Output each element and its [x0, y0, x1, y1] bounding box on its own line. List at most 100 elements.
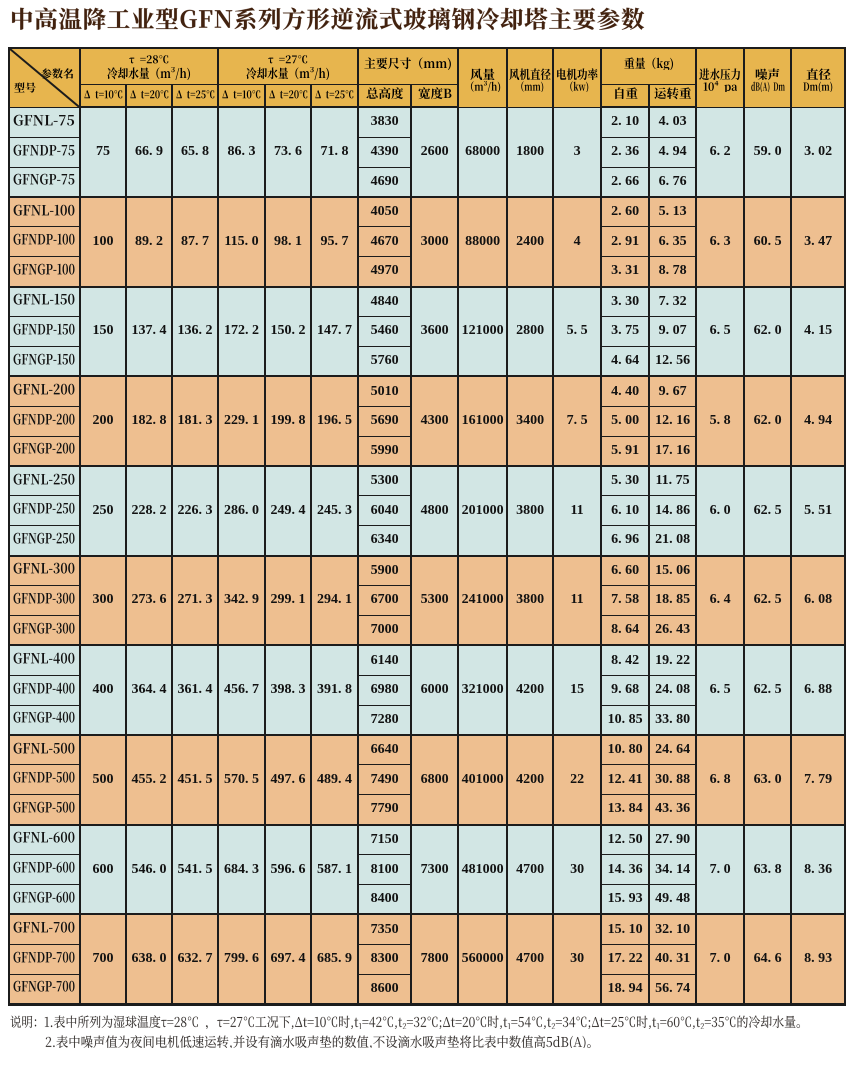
flow27-cell: 799. 6: [217, 913, 267, 1005]
flow27-cell: 98. 1: [264, 195, 313, 288]
flow28-cell: 632. 7: [170, 913, 220, 1005]
air-flow-cell: 401000: [457, 734, 509, 826]
self-weight-cell: 2. 66: [600, 166, 651, 198]
table-row: 4690 2. 66 6. 76: [8, 166, 845, 198]
header-tau28-line2: [107, 67, 191, 80]
flow28-cell: 600: [79, 823, 127, 915]
noise-cell: 62. 0: [743, 375, 793, 467]
header-motor_power-line1: [556, 67, 598, 81]
self-weight-cell: 2. 60: [600, 195, 651, 228]
flow28-cell: 226. 3: [170, 464, 220, 557]
pressure-cell: 6. 4: [695, 554, 746, 646]
model-cell: [8, 674, 81, 706]
model-label: [13, 203, 75, 217]
note-line-1: [10, 1012, 808, 1032]
model-cell: [8, 585, 81, 616]
width-b-cell: 4300: [410, 375, 460, 467]
flow28-cell: 137. 4: [125, 285, 173, 377]
fan-dia-cell: 3800: [506, 464, 555, 557]
header-diameter-line2: [803, 81, 833, 93]
flow28-cell: 150: [79, 285, 127, 377]
pressure-cell: 6. 2: [695, 106, 746, 198]
self-weight-cell: 4. 40: [600, 375, 651, 407]
flow27-cell: 147. 7: [310, 285, 360, 377]
page-title: [10, 7, 645, 31]
fan-dia-cell: 3800: [506, 554, 555, 646]
flow27-cell: 685. 9: [310, 913, 360, 1005]
height-cell: 6700: [357, 585, 413, 616]
header-width-b-label: [418, 87, 452, 100]
self-weight-cell: 6. 10: [600, 495, 651, 527]
model-label: [13, 382, 75, 396]
flow27-cell: 115. 0: [217, 195, 267, 288]
run-weight-cell: 19. 22: [648, 644, 698, 676]
self-weight-cell: 6. 96: [600, 525, 651, 557]
self-weight-cell: 18. 94: [600, 973, 651, 1005]
model-label: [13, 800, 75, 814]
self-weight-cell: 14. 36: [600, 854, 651, 885]
height-cell: 6640: [357, 734, 413, 766]
model-cell: [8, 644, 81, 676]
flow27-cell: 172. 2: [217, 285, 267, 377]
flow27-cell: 570. 5: [217, 734, 267, 826]
table-row: 6980 9. 68 24. 08: [8, 674, 845, 706]
model-cell: [8, 345, 81, 377]
model-label: [13, 232, 75, 246]
width-b-cell: 3000: [410, 195, 460, 288]
header-diameter-line1: [806, 67, 831, 81]
air-flow-cell: 88000: [457, 195, 509, 288]
flow27-cell: 199. 8: [264, 375, 313, 467]
header-main-size-label: [364, 57, 452, 70]
height-cell: 6040: [357, 495, 413, 527]
flow28-cell: 200: [79, 375, 127, 467]
flow27-cell: 294. 1: [310, 554, 360, 646]
height-cell: 5690: [357, 405, 413, 437]
model-label: [13, 113, 75, 127]
height-cell: 5010: [357, 375, 413, 407]
header-run-weight-label: [654, 87, 692, 100]
flow28-cell: 700: [79, 913, 127, 1005]
run-weight-cell: 4. 94: [648, 136, 698, 168]
fan-dia-cell: 2400: [506, 195, 555, 288]
flow27-cell: 456. 7: [217, 644, 267, 736]
pressure-cell: 6. 5: [695, 644, 746, 736]
width-b-cell: 7800: [410, 913, 460, 1005]
table-row: 600 546. 0 541. 5 684. 3 596. 6 587. 1 7150 730…: [8, 823, 847, 915]
table-body: 75 66. 9 65. 8 86. 3 73. 6 71. 8 3830 2600 68000…: [8, 106, 847, 1005]
self-weight-cell: 15. 93: [600, 883, 651, 915]
flow28-cell: 300: [79, 554, 127, 646]
self-weight-cell: 12. 41: [600, 764, 651, 796]
flow28-cell: 228. 2: [125, 464, 173, 557]
run-weight-cell: 14. 86: [648, 495, 698, 527]
flow27-cell: 398. 3: [264, 644, 313, 736]
diameter-cell: 3. 47: [790, 195, 847, 288]
flow28-cell: 250: [79, 464, 127, 557]
header-tau28-delta-0: [79, 84, 127, 109]
height-cell: 6340: [357, 525, 413, 557]
model-cell: [8, 464, 81, 497]
model-label: [13, 681, 75, 695]
air-flow-cell: 68000: [457, 106, 509, 198]
noise-cell: 64. 6: [743, 913, 793, 1005]
flow28-cell: 136. 2: [170, 285, 220, 377]
fan-dia-cell: 4700: [506, 823, 555, 915]
self-weight-cell: 15. 10: [600, 913, 651, 945]
run-weight-cell: 33. 80: [648, 704, 698, 736]
flow27-cell: 587. 1: [310, 823, 360, 915]
run-weight-cell: 24. 08: [648, 674, 698, 706]
header-tau27-delta-2: [310, 84, 360, 109]
height-cell: 4840: [357, 285, 413, 318]
header-row-1: [8, 47, 847, 108]
height-cell: 8300: [357, 943, 413, 975]
flow27-cell: 299. 1: [264, 554, 313, 646]
pressure-cell: 7. 0: [695, 823, 746, 915]
motor-kw-cell: 30: [552, 823, 603, 915]
model-label: [13, 561, 75, 575]
run-weight-cell: 9. 67: [648, 375, 698, 407]
header-fan_dia-line1: [509, 67, 551, 81]
model-label: [13, 741, 75, 755]
self-weight-cell: 3. 30: [600, 285, 651, 318]
self-weight-cell: 7. 58: [600, 585, 651, 616]
model-label: [13, 322, 75, 336]
table-header: [8, 47, 847, 109]
